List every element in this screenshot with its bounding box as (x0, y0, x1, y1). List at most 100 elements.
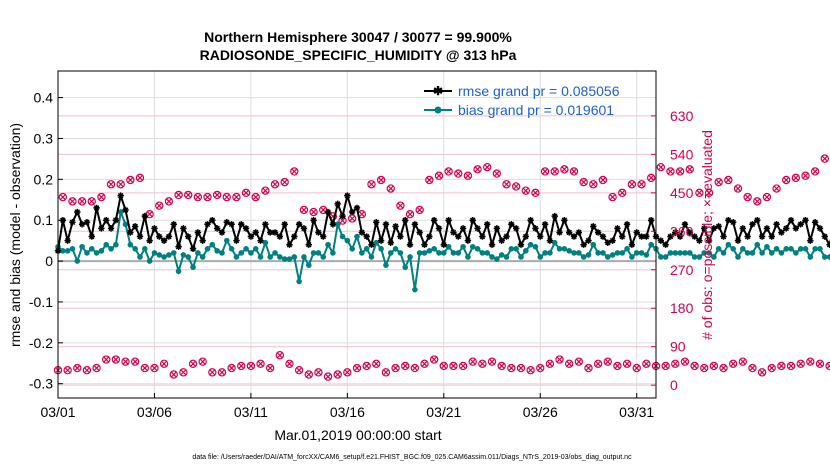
rmse-point (223, 219, 230, 226)
obs-count-cross (276, 352, 283, 359)
rmse-point (594, 229, 602, 236)
bias-point (585, 252, 592, 258)
bias-point (513, 246, 519, 252)
rmse-point (503, 233, 510, 240)
obs-count-cross (527, 367, 534, 374)
obs-count-cross (117, 181, 124, 188)
bias-point (667, 250, 674, 256)
obs-count-cross (508, 365, 515, 372)
bias-point (754, 241, 761, 248)
obs-count-cross (469, 358, 476, 365)
rmse-point (807, 237, 814, 244)
bias-point (310, 250, 317, 256)
rmse-point (802, 216, 809, 224)
legend: ✱ rmse grand pr = 0.085056 bias grand pr… (424, 83, 620, 118)
obs-count-marker (275, 351, 285, 360)
obs-count-circle (492, 169, 502, 178)
obs-count-marker (261, 186, 270, 195)
bias-point (711, 254, 717, 260)
obs-count-marker (241, 188, 251, 198)
rmse-point (744, 233, 751, 240)
obs-count-circle (526, 366, 535, 375)
obs-count-circle (569, 167, 579, 176)
bias-point (407, 254, 413, 260)
y-tick-label-left: -0.2 (29, 335, 53, 351)
rmse-point (546, 237, 554, 244)
bias-point (392, 246, 399, 252)
obs-count-circle (458, 361, 468, 371)
obs-count-cross (349, 215, 356, 222)
obs-count-cross (609, 194, 616, 201)
obs-count-cross (537, 365, 544, 372)
obs-count-marker (82, 366, 92, 375)
obs-count-marker (454, 169, 463, 178)
obs-count-marker (164, 197, 174, 206)
obs-count-marker (155, 201, 164, 210)
bias-point (281, 256, 288, 262)
obs-count-circle (92, 363, 101, 373)
obs-count-marker (251, 192, 260, 202)
obs-count-marker (159, 359, 169, 369)
rmse-point (218, 229, 226, 236)
obs-count-circle (810, 167, 820, 176)
bias-point (498, 252, 505, 258)
rmse-point (498, 237, 505, 244)
obs-count-marker (685, 165, 694, 174)
legend-bias-marker (434, 106, 442, 114)
rmse-point (773, 221, 780, 228)
bias-point (402, 264, 409, 271)
obs-count-circle (82, 366, 92, 375)
obs-count-circle (589, 180, 598, 189)
rmse-point (88, 233, 95, 240)
obs-count-cross (821, 155, 828, 162)
rmse-point (382, 221, 390, 228)
obs-count-cross (628, 181, 635, 188)
obs-count-cross (98, 194, 105, 201)
obs-count-circle (106, 180, 116, 189)
obs-count-circle (401, 361, 410, 371)
y-axis-right-label: # of obs: o=possible; ×=evaluated (699, 130, 715, 340)
rmse-point (522, 233, 529, 240)
bias-point (103, 241, 110, 248)
obs-count-cross (305, 371, 312, 378)
obs-count-circle (111, 355, 121, 364)
obs-count-cross (180, 369, 187, 376)
obs-count-circle (237, 361, 246, 371)
obs-count-cross (122, 358, 129, 365)
rmse-point (305, 241, 312, 248)
obs-count-cross (103, 356, 110, 363)
obs-count-circle (603, 357, 612, 366)
obs-count-marker (728, 359, 738, 369)
bias-point (233, 254, 240, 260)
obs-count-circle (333, 370, 342, 379)
rmse-point (146, 237, 153, 244)
bias-point (817, 246, 823, 252)
obs-count-circle (796, 359, 805, 369)
rmse-point (373, 219, 380, 226)
obs-count-circle (290, 167, 299, 176)
rmse-point (787, 216, 795, 224)
y-tick-label-right: 90 (670, 339, 686, 355)
x-tick-label: 03/21 (426, 404, 461, 420)
obs-count-circle (743, 192, 752, 202)
obs-count-marker (695, 188, 704, 198)
obs-count-marker (184, 190, 193, 200)
rmse-point (271, 229, 279, 236)
obs-count-cross (218, 369, 225, 376)
bias-point (609, 252, 616, 258)
obs-count-cross (175, 191, 182, 198)
obs-count-circle (304, 370, 313, 379)
y-tick-label-right: 540 (670, 146, 694, 162)
obs-count-marker (58, 192, 68, 202)
obs-count-marker (700, 363, 709, 373)
rmse-point (676, 233, 684, 240)
obs-count-circle (584, 363, 593, 373)
bias-point (648, 241, 654, 248)
obs-count-circle (487, 357, 497, 366)
obs-count-marker (511, 182, 521, 191)
rmse-point (199, 237, 206, 244)
obs-count-cross (739, 358, 746, 365)
obs-count-marker (815, 359, 825, 369)
obs-count-marker (63, 366, 72, 375)
rmse-point (387, 239, 394, 246)
